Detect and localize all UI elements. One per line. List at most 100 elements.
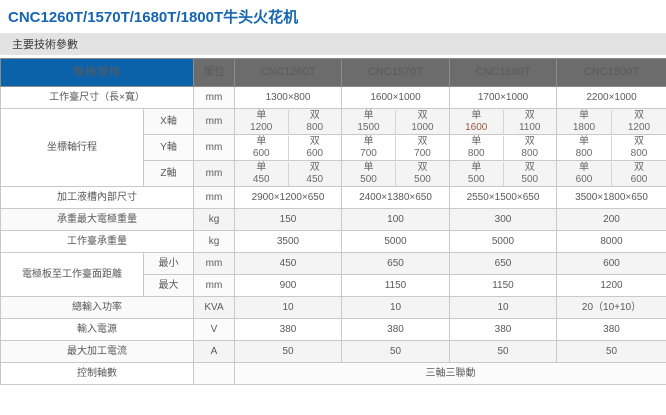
value-single: 单 500 — [450, 161, 504, 186]
row-value-1: 50 — [234, 340, 342, 363]
table-row: 輸入電源 V 380 380 380 380 — [0, 318, 666, 341]
row-sub-label: X軸 — [143, 108, 194, 135]
table-row: 最大加工電流 A 50 50 50 50 — [0, 340, 666, 363]
dual-type-label: 双 — [524, 161, 535, 173]
dual-type-label: 双 — [634, 161, 644, 173]
row-value-1: 380 — [234, 318, 342, 341]
value-double: 双 1000 — [396, 110, 449, 134]
row-sub-label: Z軸 — [143, 160, 194, 187]
row-unit — [193, 362, 235, 385]
row-unit: V — [193, 318, 235, 341]
row-value-2: 2400×1380×650 — [341, 186, 450, 209]
row-value-dual-2: 单 1500 双 1000 — [341, 108, 450, 135]
table-row: Z軸 mm 单 450 双 450 单 500 双 500 单 500 双 500 单 600 双 600 — [1, 160, 666, 187]
row-value-spanned: 三軸三聯動 — [234, 362, 666, 385]
row-value-3: 10 — [449, 296, 557, 319]
value-single: 单 1600 — [450, 109, 504, 134]
dual-value: 600 — [306, 147, 324, 159]
dual-value: 500 — [414, 173, 431, 185]
header-cell-model-3: CNC1680T — [449, 58, 557, 87]
row-value-2: 10 — [341, 296, 450, 319]
table-row: 加工液槽內部尺寸 mm 2900×1200×650 2400×1380×650 2550… — [0, 186, 666, 209]
dual-type-label: 单 — [471, 161, 482, 173]
dual-type-label: 双 — [417, 161, 428, 173]
table-row: 控制軸數 三軸三聯動 — [0, 362, 666, 385]
value-single: 单 800 — [450, 135, 504, 160]
dual-value: 700 — [414, 147, 431, 159]
row-value-4: 3500×1800×650 — [556, 186, 666, 209]
value-double: 双 600 — [612, 162, 666, 186]
dual-type-label: 单 — [471, 109, 482, 121]
row-value-dual-4: 单 600 双 600 — [556, 160, 666, 187]
dual-type-label: 单 — [256, 161, 267, 173]
row-value-2: 650 — [341, 252, 450, 275]
row-value-4: 380 — [556, 318, 666, 341]
row-sub-label: Y軸 — [143, 134, 194, 161]
header-cell-model-4: CNC1800T — [556, 58, 666, 87]
dual-value: 1600 — [465, 121, 488, 133]
page-title: CNC1260T/1570T/1680T/1800T牛头火花机 — [8, 9, 299, 26]
header-cell-spec: 機械規格 — [0, 58, 194, 87]
row-value-1: 10 — [234, 296, 342, 319]
header-cell-model-1: CNC1260T — [234, 58, 342, 87]
row-unit: mm — [193, 86, 235, 109]
dual-type-label: 单 — [579, 109, 589, 121]
value-double: 双 1100 — [504, 110, 557, 134]
row-value-dual-2: 单 700 双 700 — [341, 134, 450, 161]
row-value-dual-3: 单 1600 双 1100 — [449, 108, 557, 135]
row-label: 坐標軸行程 — [0, 108, 144, 187]
dual-value: 1200 — [250, 121, 273, 133]
dual-type-label: 双 — [417, 109, 428, 121]
row-label: 工作臺尺寸（長×寬） — [0, 86, 194, 109]
row-value-3: 50 — [449, 340, 557, 363]
dual-type-label: 双 — [634, 135, 644, 147]
row-unit: mm — [193, 186, 235, 209]
section-header-label: 主要技術參數 — [12, 39, 78, 51]
header-cell-unit: 單位 — [193, 58, 235, 87]
row-value-dual-1: 单 1200 双 800 — [234, 108, 342, 135]
dual-type-label: 单 — [471, 135, 482, 147]
value-single: 单 1500 — [342, 109, 396, 134]
row-value-dual-3: 单 500 双 500 — [449, 160, 557, 187]
dual-type-label: 双 — [524, 135, 535, 147]
table-row: Y軸 mm 单 600 双 600 单 700 双 700 单 800 双 800 单 800 双 800 — [1, 134, 666, 161]
row-value-2: 5000 — [341, 230, 450, 253]
row-label: 總輸入功率 — [0, 296, 194, 319]
dual-value: 450 — [306, 173, 324, 185]
dual-type-label: 单 — [363, 109, 374, 121]
value-single: 单 1800 — [557, 109, 612, 134]
dual-value: 1000 — [411, 121, 434, 133]
row-value-3: 1150 — [449, 274, 557, 297]
row-value-2: 50 — [341, 340, 450, 363]
row-value-2: 1150 — [341, 274, 450, 297]
value-single: 单 500 — [342, 161, 396, 186]
dual-type-label: 双 — [634, 109, 644, 121]
value-single: 单 700 — [342, 135, 396, 160]
dual-value: 800 — [630, 147, 648, 159]
dual-value: 600 — [252, 147, 270, 159]
header-cell-model-2: CNC1570T — [341, 58, 450, 87]
row-label: 加工液槽內部尺寸 — [0, 186, 194, 209]
row-value-3: 380 — [449, 318, 557, 341]
row-value-1: 2900×1200×650 — [234, 186, 342, 209]
dual-type-label: 单 — [256, 135, 267, 147]
dual-value: 800 — [575, 147, 593, 159]
table-header-row: 機械規格 單位 CNC1260T CNC1570T CNC1680T CNC1800T — [0, 58, 666, 87]
row-label: 最大加工電流 — [0, 340, 194, 363]
dual-value: 700 — [360, 147, 377, 159]
dual-value: 600 — [575, 173, 593, 185]
row-value-4: 8000 — [556, 230, 666, 253]
dual-type-label: 双 — [309, 161, 320, 173]
row-value-1: 450 — [234, 252, 342, 275]
value-double: 双 500 — [504, 162, 557, 186]
row-value-dual-1: 单 450 双 450 — [234, 160, 342, 187]
row-value-3: 1700×1000 — [449, 86, 557, 109]
row-label: 輸入電源 — [0, 318, 194, 341]
dual-value: 800 — [467, 147, 485, 159]
row-value-1: 900 — [234, 274, 342, 297]
dual-value: 500 — [467, 173, 485, 185]
row-value-4: 1200 — [556, 274, 666, 297]
dual-value: 1800 — [572, 121, 596, 133]
table-row: 工作臺承重量 kg 3500 5000 5000 8000 — [0, 230, 666, 253]
